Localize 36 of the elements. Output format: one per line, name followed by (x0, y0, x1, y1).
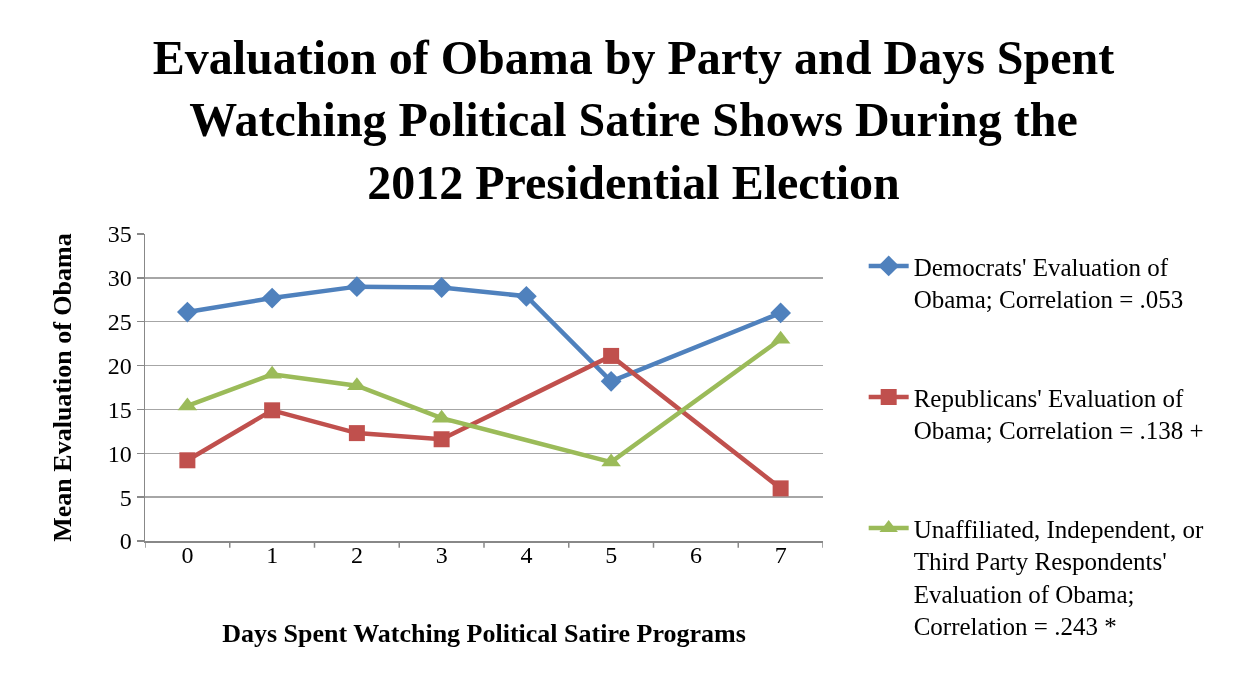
point (264, 402, 281, 419)
point (431, 277, 453, 298)
x-tick-label: 1 (266, 542, 279, 569)
point (600, 370, 622, 392)
point (346, 276, 368, 298)
y-tick-label: 25 (107, 309, 132, 336)
x-tick-label: 3 (435, 542, 448, 569)
legend-label: Democrats' Evaluation of Obama; Correlation = .053 (913, 253, 1184, 314)
legend-label: Republicans' Evaluation of Obama; Correlation = .138 + (913, 384, 1204, 445)
point (601, 453, 621, 467)
point (179, 452, 196, 469)
point (603, 347, 620, 364)
point (262, 365, 282, 379)
point (176, 301, 198, 323)
y-tick-label: 30 (107, 265, 132, 292)
y-tick-label: 5 (119, 484, 132, 511)
point (515, 285, 537, 307)
chart-title: Evaluation of Obama by Party and Days Spent Watching Political Satire Shows During the 2012 Presidential Election (152, 31, 1115, 209)
point (261, 287, 283, 309)
point (772, 480, 789, 497)
y-tick-label: 15 (107, 396, 132, 423)
y-tick-label: 35 (107, 221, 132, 248)
y-axis-title: Mean Evaluation of Obama (48, 233, 78, 542)
point (770, 302, 792, 324)
x-tick-label: 2 (350, 542, 363, 569)
x-tick-label: 0 (181, 542, 194, 569)
point (433, 431, 450, 448)
x-tick-label: 6 (689, 542, 702, 569)
point (348, 425, 365, 442)
y-tick-label: 10 (107, 440, 132, 467)
x-tick-label: 7 (774, 542, 787, 569)
x-tick-label: 5 (605, 542, 618, 569)
y-tick-label: 20 (107, 352, 132, 379)
x-tick-label: 4 (520, 542, 533, 569)
x-axis-title: Days Spent Watching Political Satire Programs (222, 618, 746, 648)
legend-label: Unaffiliated, Independent, or Third Party Respondents' Evaluation of Obama; Correlation = .243 * (913, 515, 1205, 641)
